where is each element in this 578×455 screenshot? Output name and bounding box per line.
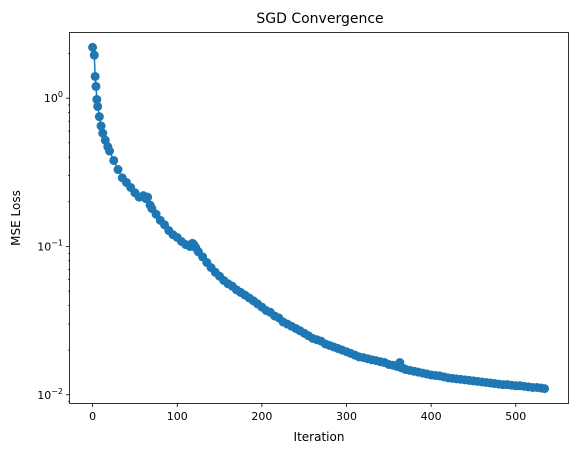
data-point [93, 101, 103, 111]
x-tick-label: 400 [421, 410, 442, 423]
x-tick-label: 0 [89, 410, 96, 423]
chart-title: SGD Convergence [256, 11, 383, 27]
data-point [96, 121, 106, 131]
y-axis-label: MSE Loss [9, 190, 23, 246]
x-tick-label: 200 [251, 410, 272, 423]
x-tick-label: 100 [167, 410, 188, 423]
data-point [88, 42, 98, 52]
y-tick-label: 10−2 [37, 387, 63, 402]
x-axis-label: Iteration [294, 430, 345, 444]
data-point [105, 146, 115, 156]
plot-area [88, 42, 550, 394]
data-point [94, 112, 104, 122]
data-point [143, 192, 153, 202]
data-point [90, 71, 100, 81]
data-point [540, 384, 550, 394]
data-point [89, 50, 99, 60]
x-tick-label: 500 [505, 410, 526, 423]
y-axis: 10−2 10−1 100 [37, 53, 70, 402]
data-point [91, 81, 101, 91]
y-tick-label: 100 [44, 90, 63, 105]
y-tick-label: 10−1 [37, 238, 63, 253]
data-point [92, 94, 102, 104]
x-axis: 0 100 200 300 400 500 [89, 403, 526, 423]
data-point [109, 155, 119, 165]
data-point [113, 165, 123, 175]
data-point [98, 128, 108, 138]
axes-frame [69, 32, 569, 404]
x-tick-label: 300 [336, 410, 357, 423]
